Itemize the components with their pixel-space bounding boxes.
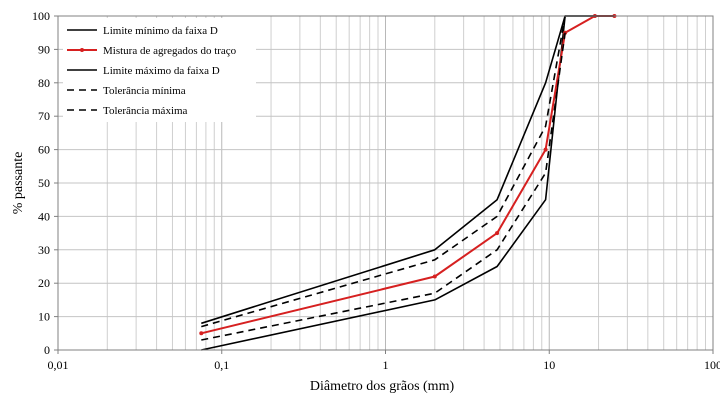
x-axis-title: Diâmetro dos grãos (mm) <box>310 379 455 394</box>
legend-label: Limite máximo da faixa D <box>103 65 220 77</box>
legend-label: Tolerância máxima <box>103 105 188 117</box>
series-marker <box>563 30 568 35</box>
x-tick-label: 100 <box>704 358 720 372</box>
series-line-3 <box>201 15 615 325</box>
series-marker <box>432 274 437 279</box>
y-tick-label: 20 <box>38 276 50 290</box>
legend-label: Mistura de agregados do traço <box>103 45 237 57</box>
legend: Limite mínimo da faixa D Mistura de agreg… <box>63 18 256 122</box>
x-tick-label: 1 <box>383 358 389 372</box>
legend-marker <box>80 48 84 52</box>
y-tick-label: 30 <box>38 243 50 257</box>
y-axis-title: % passante <box>11 152 26 215</box>
axes: 0 10 20 30 40 50 60 70 80 90 100 0,01 0,1 1 10 100 <box>32 9 720 372</box>
y-tick-label: 60 <box>38 143 50 157</box>
series-line-4 <box>201 32 566 341</box>
series-line-5 <box>201 15 566 328</box>
series-line-2 <box>201 15 615 335</box>
y-tick-label: 90 <box>38 42 50 56</box>
y-tick-label: 50 <box>38 176 50 190</box>
legend-label: Limite mínimo da faixa D <box>103 25 218 37</box>
y-tick-label: 80 <box>38 76 50 90</box>
series-marker <box>495 231 500 236</box>
legend-label: Tolerância mínima <box>103 85 186 97</box>
y-tick-label: 10 <box>38 310 50 324</box>
y-tick-label: 70 <box>38 109 50 123</box>
x-tick-label: 10 <box>543 358 555 372</box>
y-tick-label: 100 <box>32 9 50 23</box>
series-layer <box>199 14 617 351</box>
x-tick-label: 0,01 <box>48 358 69 372</box>
series-marker <box>199 331 204 336</box>
y-tick-label: 0 <box>44 343 50 357</box>
series-marker <box>543 147 548 152</box>
x-tick-label: 0,1 <box>214 358 229 372</box>
y-tick-label: 40 <box>38 209 50 223</box>
